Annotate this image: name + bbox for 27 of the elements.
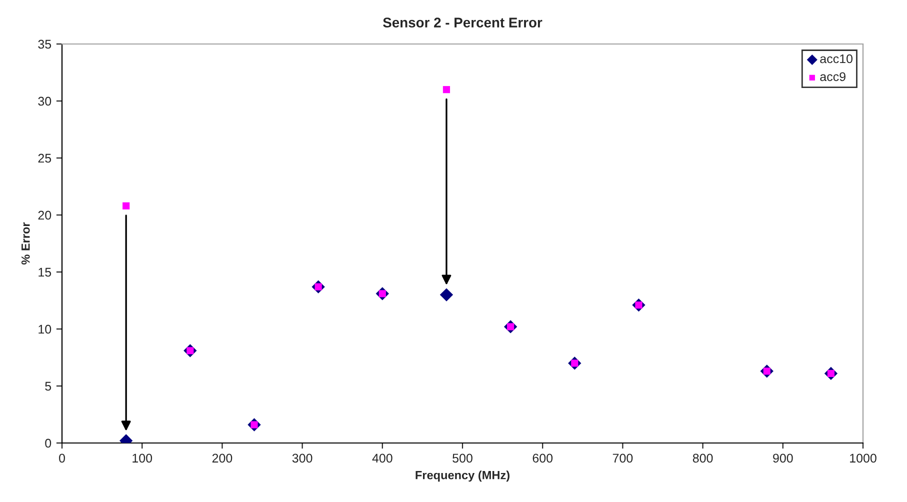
- x-tick-label: 500: [452, 454, 472, 463]
- x-tick-label: 0: [59, 454, 65, 463]
- x-axis-title: Frequency (MHz): [416, 470, 510, 482]
- x-tick-label: 200: [212, 454, 232, 463]
- y-tick-label: 10: [38, 324, 52, 334]
- y-tick-label: 5: [45, 382, 52, 391]
- x-tick-label: 600: [532, 454, 553, 463]
- legend-label: acc9: [820, 72, 846, 82]
- y-tick-label: 15: [38, 268, 52, 277]
- x-tick-label: 1000: [850, 454, 876, 463]
- y-tick-label: 0: [45, 438, 52, 448]
- x-tick-label: 800: [692, 454, 713, 463]
- legend-label: acc10: [820, 54, 853, 64]
- x-tick-label: 100: [132, 454, 152, 463]
- chart-title: Sensor 2 - Percent Error: [383, 18, 542, 28]
- x-tick-label: 300: [292, 454, 312, 463]
- x-tick-label: 700: [612, 454, 633, 463]
- y-axis-title: % Error: [21, 222, 30, 265]
- point: [440, 288, 454, 302]
- point: [442, 86, 450, 94]
- y-tick-label: 30: [38, 96, 52, 106]
- x-tick-label: 900: [773, 454, 793, 463]
- y-tick-label: 20: [38, 210, 52, 220]
- y-tick-label: 25: [38, 154, 52, 163]
- x-tick-label: 400: [372, 454, 392, 463]
- y-tick-label: 35: [38, 40, 52, 49]
- point: [122, 202, 130, 210]
